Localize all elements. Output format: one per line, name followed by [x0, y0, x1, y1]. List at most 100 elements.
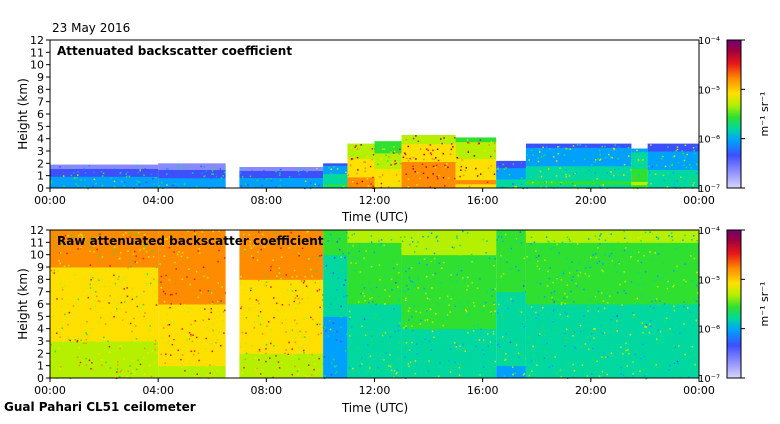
heatmap-cell: [323, 173, 348, 177]
heatmap-speckle: [427, 370, 430, 373]
x-tick-label: 12:00: [359, 194, 391, 207]
heatmap-speckle: [192, 262, 195, 265]
heatmap-speckle: [294, 336, 297, 339]
heatmap-speckle: [311, 374, 313, 376]
heatmap-speckle: [586, 305, 589, 308]
heatmap-speckle: [241, 372, 243, 374]
heatmap-speckle: [195, 362, 198, 365]
heatmap-cell: [158, 242, 226, 256]
heatmap-speckle: [401, 240, 404, 243]
heatmap-speckle: [417, 325, 419, 328]
heatmap-speckle: [360, 144, 362, 146]
heatmap-speckle: [427, 176, 429, 179]
heatmap-speckle: [695, 300, 698, 303]
heatmap-speckle: [356, 172, 358, 175]
heatmap-speckle: [331, 238, 333, 240]
heatmap-speckle: [587, 310, 589, 312]
heatmap-speckle: [138, 183, 141, 186]
heatmap-speckle: [557, 370, 559, 373]
heatmap-speckle: [623, 271, 625, 273]
heatmap-speckle: [297, 347, 299, 349]
heatmap-speckle: [417, 287, 419, 289]
heatmap-speckle: [100, 359, 103, 361]
heatmap-speckle: [557, 152, 560, 155]
heatmap-speckle: [89, 283, 91, 285]
heatmap-speckle: [313, 368, 315, 371]
heatmap-speckle: [438, 262, 441, 265]
heatmap-speckle: [189, 339, 192, 341]
colorbar-tick-label: 10⁻⁶: [698, 325, 720, 336]
heatmap-cell: [401, 365, 497, 379]
heatmap-speckle: [691, 238, 693, 241]
heatmap-speckle: [141, 171, 144, 174]
heatmap-speckle: [192, 245, 195, 247]
heatmap-speckle: [203, 175, 205, 178]
heatmap-speckle: [181, 354, 184, 356]
heatmap-speckle: [527, 367, 530, 370]
heatmap-speckle: [352, 158, 354, 160]
heatmap-speckle: [143, 290, 145, 293]
heatmap-speckle: [399, 162, 402, 165]
heatmap-speckle: [166, 313, 168, 315]
heatmap-speckle: [565, 147, 567, 149]
heatmap-speckle: [174, 183, 176, 185]
heatmap-speckle: [476, 287, 479, 289]
heatmap-speckle: [510, 298, 512, 300]
heatmap-speckle: [61, 298, 63, 300]
heatmap-speckle: [410, 237, 413, 239]
heatmap-speckle: [369, 298, 371, 300]
heatmap-speckle: [288, 304, 290, 306]
heatmap-speckle: [352, 367, 354, 370]
heatmap-speckle: [493, 171, 495, 173]
heatmap-speckle: [394, 330, 396, 333]
heatmap-speckle: [164, 233, 167, 236]
heatmap-speckle: [561, 302, 563, 304]
heatmap-speckle: [145, 323, 147, 325]
heatmap-speckle: [503, 372, 506, 375]
heatmap-speckle: [456, 157, 458, 159]
heatmap-speckle: [109, 177, 112, 179]
heatmap-speckle: [503, 168, 506, 170]
heatmap-speckle: [522, 187, 524, 190]
heatmap-speckle: [413, 304, 415, 307]
heatmap-speckle: [291, 329, 294, 331]
heatmap-speckle: [318, 184, 320, 187]
heatmap-speckle: [503, 375, 505, 377]
heatmap-speckle: [306, 305, 308, 308]
heatmap-speckle: [278, 272, 281, 274]
heatmap-speckle: [119, 171, 122, 174]
heatmap-speckle: [190, 333, 192, 336]
heatmap-speckle: [216, 329, 218, 331]
heatmap-speckle: [554, 356, 556, 358]
heatmap-speckle: [172, 346, 174, 349]
heatmap-speckle: [677, 177, 680, 180]
heatmap-speckle: [644, 361, 646, 363]
heatmap-speckle: [477, 143, 479, 146]
heatmap-speckle: [314, 363, 316, 365]
heatmap-speckle: [552, 321, 554, 323]
heatmap-speckle: [169, 332, 172, 334]
heatmap-cell: [631, 148, 648, 153]
heatmap-speckle: [212, 230, 215, 233]
heatmap-speckle: [601, 261, 604, 264]
heatmap-speckle: [190, 350, 193, 353]
heatmap-speckle: [105, 298, 107, 301]
heatmap-speckle: [568, 175, 571, 177]
heatmap-speckle: [544, 341, 547, 343]
heatmap-cell: [525, 162, 632, 167]
x-tick-label: 20:00: [575, 384, 607, 397]
heatmap-cell: [496, 365, 526, 379]
heatmap-cell: [455, 162, 497, 168]
heatmap-speckle: [444, 261, 446, 263]
heatmap-speckle: [91, 288, 94, 291]
heatmap-cell: [401, 230, 497, 243]
heatmap-speckle: [244, 183, 247, 185]
heatmap-speckle: [498, 302, 500, 305]
heatmap-speckle: [367, 344, 369, 346]
heatmap-speckle: [344, 350, 347, 352]
heatmap-speckle: [54, 236, 57, 238]
heatmap-speckle: [425, 292, 427, 295]
heatmap-speckle: [146, 339, 149, 341]
heatmap-cell: [50, 365, 159, 379]
heatmap-speckle: [579, 330, 582, 333]
